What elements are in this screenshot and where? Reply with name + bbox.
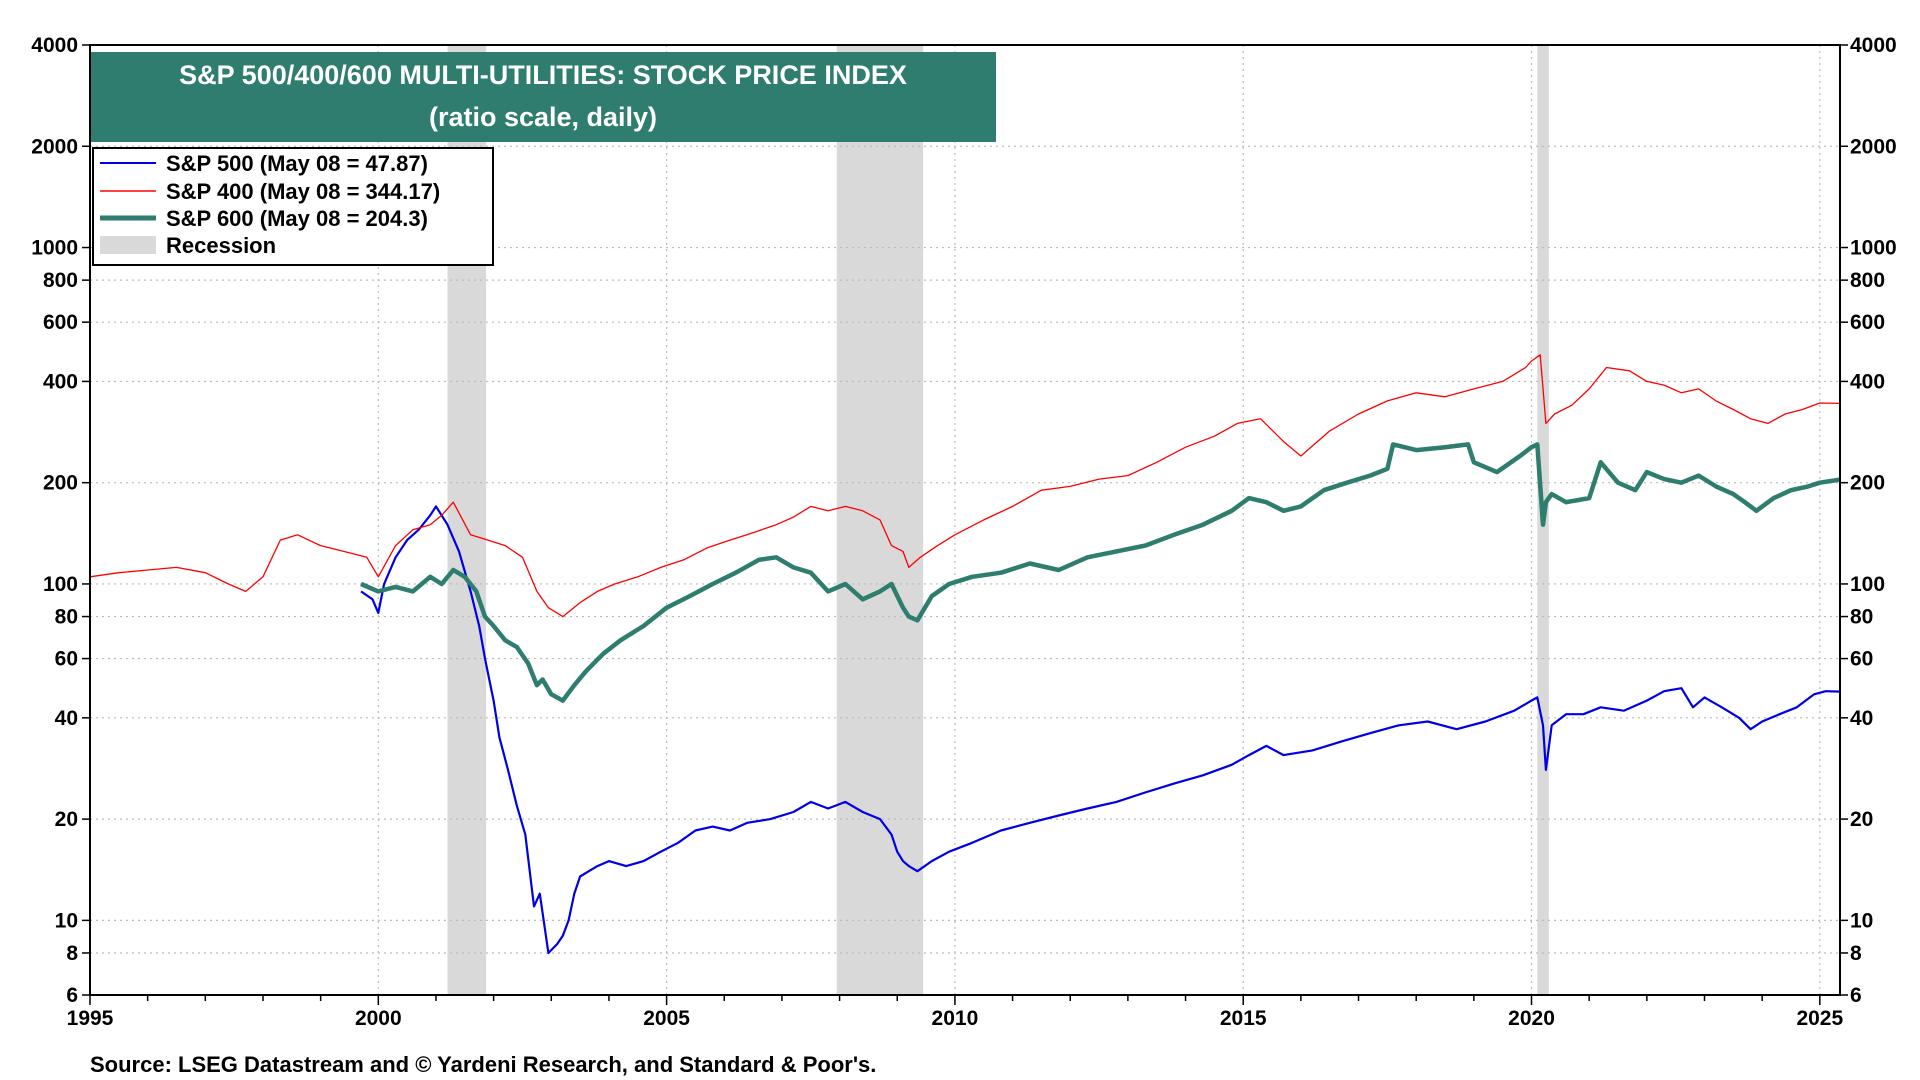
legend-label-sp400: S&P 400 (May 08 = 344.17) (166, 179, 440, 204)
y-tick-label-right: 400 (1850, 370, 1885, 393)
y-tick-label-right: 100 (1850, 573, 1885, 596)
chart-title: S&P 500/400/600 MULTI-UTILITIES: STOCK P… (179, 60, 907, 90)
x-tick-label: 1995 (67, 1007, 114, 1030)
y-tick-label-left: 800 (43, 269, 78, 292)
series-lines (89, 354, 1841, 955)
x-tick-label: 2000 (355, 1007, 402, 1030)
y-tick-label-left: 20 (55, 808, 78, 831)
y-tick-label-right: 4000 (1850, 34, 1897, 57)
title-box: S&P 500/400/600 MULTI-UTILITIES: STOCK P… (91, 52, 996, 142)
legend-label-sp600: S&P 600 (May 08 = 204.3) (166, 206, 428, 231)
y-tick-label-left: 600 (43, 311, 78, 334)
y-tick-label-left: 60 (55, 648, 78, 671)
legend-label-recession: Recession (166, 233, 276, 258)
y-tick-label-right: 600 (1850, 311, 1885, 334)
y-tick-label-left: 400 (43, 370, 78, 393)
y-tick-label-right: 80 (1850, 606, 1873, 629)
y-tick-label-left: 80 (55, 606, 78, 629)
y-tick-label-left: 8 (66, 942, 78, 965)
x-tick-label: 2020 (1508, 1007, 1555, 1030)
legend-box (92, 147, 494, 266)
legend-label-sp500: S&P 500 (May 08 = 47.87) (166, 151, 428, 176)
x-tick-label: 2010 (932, 1007, 979, 1030)
y-tick-label-left: 10 (55, 909, 78, 932)
y-tick-label-right: 40 (1850, 707, 1873, 730)
y-tick-label-right: 10 (1850, 909, 1873, 932)
y-tick-label-left: 2000 (31, 135, 78, 158)
y-tick-label-right: 8 (1850, 942, 1862, 965)
y-tick-label-left: 100 (43, 573, 78, 596)
sp600-line (360, 442, 1841, 703)
title-background (91, 52, 996, 142)
y-tick-label-right: 60 (1850, 648, 1873, 671)
y-tick-label-left: 4000 (31, 34, 78, 57)
legend-swatch-recession (100, 236, 156, 254)
y-tick-label-right: 800 (1850, 269, 1885, 292)
sp500-line (360, 505, 1841, 955)
sp400-line (89, 354, 1841, 618)
x-tick-label: 2015 (1220, 1007, 1267, 1030)
source-note: Source: LSEG Datastream and © Yardeni Re… (90, 1052, 876, 1077)
x-tick-labels: 1995 2000 2005 2010 2015 2020 2025 (67, 1007, 1844, 1030)
y-tick-label-right: 2000 (1850, 135, 1897, 158)
y-tick-label-right: 20 (1850, 808, 1873, 831)
y-tick-label-left: 1000 (31, 237, 78, 260)
y-tick-label-left: 6 (66, 984, 78, 1007)
y-tick-label-right: 6 (1850, 984, 1862, 1007)
y-tick-label-left: 200 (43, 472, 78, 495)
chart-subtitle: (ratio scale, daily) (429, 102, 657, 132)
y-tick-label-left: 40 (55, 707, 78, 730)
y-tick-label-right: 200 (1850, 472, 1885, 495)
y-tick-label-right: 1000 (1850, 237, 1897, 260)
x-tick-label: 2025 (1796, 1007, 1843, 1030)
plot-frame (89, 44, 1841, 996)
legend: S&P 500 (May 08 = 47.87) S&P 400 (May 08… (92, 147, 494, 266)
x-tick-label: 2005 (643, 1007, 690, 1030)
y-tick-labels: 6 6 8 8 10 10 20 20 40 40 60 60 80 80 100 100 200 200 400 4… (31, 34, 1896, 1007)
